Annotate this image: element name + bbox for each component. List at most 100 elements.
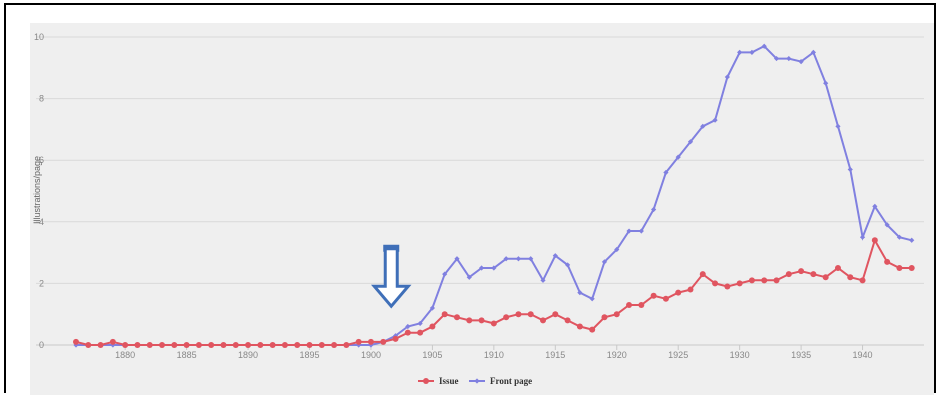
data-point-front-page: [724, 74, 730, 80]
data-point-issue: [748, 277, 755, 284]
data-point-front-page: [835, 123, 841, 129]
data-point-front-page: [712, 117, 718, 123]
y-tick-labels: 0 2 4 6 8 10: [34, 32, 44, 350]
data-point-front-page: [454, 256, 460, 262]
data-point-issue: [453, 314, 460, 321]
data-point-issue: [318, 342, 325, 348]
data-point-front-page: [859, 234, 866, 240]
data-point-front-page: [663, 169, 669, 176]
series-line-issue: [75, 237, 912, 346]
data-point-front-page: [515, 256, 522, 262]
data-point-issue: [281, 342, 288, 348]
data-point-issue: [429, 323, 436, 330]
data-point-issue: [466, 317, 473, 324]
data-point-issue: [601, 314, 608, 321]
data-point-front-page: [626, 228, 632, 234]
data-point-issue: [159, 342, 166, 348]
data-point-issue: [478, 317, 485, 324]
x-tick-label: 1910: [484, 350, 504, 360]
data-point-issue: [564, 317, 571, 324]
arrow-body: [371, 247, 412, 309]
data-point-front-page: [577, 290, 583, 296]
data-point-issue: [171, 342, 178, 348]
data-point-issue: [245, 342, 252, 348]
legend-label-issue: Issue: [439, 376, 459, 386]
data-point-issue: [798, 268, 805, 275]
x-tick-label: 1895: [299, 350, 319, 360]
x-tick-labels: 1880 1885 1890 1895 1900 1905 1910 1915 1920 1925…: [115, 350, 872, 360]
gridlines: [36, 36, 924, 350]
y-axis-label: Illustrations/page: [32, 156, 42, 224]
data-point-issue: [884, 258, 891, 265]
data-point-issue: [343, 342, 350, 348]
data-point-front-page: [687, 139, 694, 145]
data-point-front-page: [466, 274, 472, 280]
y-tick-label: 0: [39, 340, 44, 350]
data-point-issue: [822, 274, 829, 281]
data-point-issue: [576, 323, 583, 330]
data-point-front-page: [540, 277, 546, 283]
data-point-issue: [73, 338, 79, 345]
data-point-issue: [871, 237, 878, 244]
x-tick-label: 1940: [853, 350, 873, 360]
data-point-issue: [736, 280, 743, 287]
data-point-front-page: [491, 265, 497, 271]
y-tick-label: 2: [39, 278, 44, 288]
y-tick-label: 4: [39, 217, 44, 227]
series-line-front-page: [76, 44, 912, 346]
data-point-issue: [675, 289, 682, 296]
data-point-issue: [687, 286, 694, 293]
x-tick-label: 1915: [545, 350, 565, 360]
data-point-issue: [269, 342, 276, 348]
data-point-issue: [785, 271, 792, 278]
y-tick-label: 10: [34, 32, 44, 42]
data-point-issue: [859, 277, 866, 284]
data-point-front-page: [773, 55, 780, 62]
x-tick-label: 1930: [730, 350, 750, 360]
series-issue: [73, 237, 915, 348]
data-point-front-page: [896, 234, 903, 240]
x-tick-label: 1890: [238, 350, 258, 360]
data-point-issue: [122, 342, 129, 348]
data-point-issue: [490, 320, 497, 327]
data-point-issue: [257, 342, 264, 348]
data-point-issue: [392, 335, 399, 342]
data-point-front-page: [749, 49, 755, 55]
data-point-front-page: [786, 55, 792, 62]
legend-item-issue: Issue: [418, 376, 459, 386]
data-point-issue: [306, 342, 313, 348]
data-point-front-page: [564, 262, 571, 268]
data-point-front-page: [442, 271, 448, 277]
y-tick-label: 6: [39, 155, 44, 165]
data-point-issue: [220, 342, 227, 348]
data-point-front-page: [909, 237, 915, 243]
data-point-issue: [810, 271, 817, 278]
data-point-front-page: [737, 49, 743, 55]
data-point-issue: [638, 301, 645, 308]
data-point-front-page: [823, 80, 829, 86]
data-point-issue: [626, 301, 633, 308]
x-tick-label: 1905: [422, 350, 442, 360]
data-point-issue: [134, 342, 141, 348]
legend-label-front-page: Front page: [490, 376, 532, 386]
annotation-layer: [371, 244, 412, 309]
series-layer: [73, 43, 915, 348]
data-point-issue: [109, 338, 116, 345]
annotation-arrow: [371, 244, 412, 309]
data-point-issue: [908, 265, 915, 271]
data-point-issue: [613, 311, 620, 318]
x-tick-label: 1885: [177, 350, 197, 360]
legend: Issue Front page: [418, 376, 532, 386]
legend-marker-issue: [423, 378, 429, 384]
data-point-front-page: [651, 206, 657, 213]
data-point-front-page: [675, 154, 681, 160]
data-point-issue: [294, 342, 301, 348]
data-point-front-page: [405, 323, 411, 330]
data-point-front-page: [700, 123, 706, 129]
data-point-front-page: [392, 333, 399, 339]
x-tick-label: 1880: [115, 350, 135, 360]
data-point-issue: [712, 280, 719, 287]
data-point-issue: [380, 338, 387, 345]
data-point-issue: [195, 342, 202, 348]
legend-marker-front-page: [474, 378, 480, 384]
